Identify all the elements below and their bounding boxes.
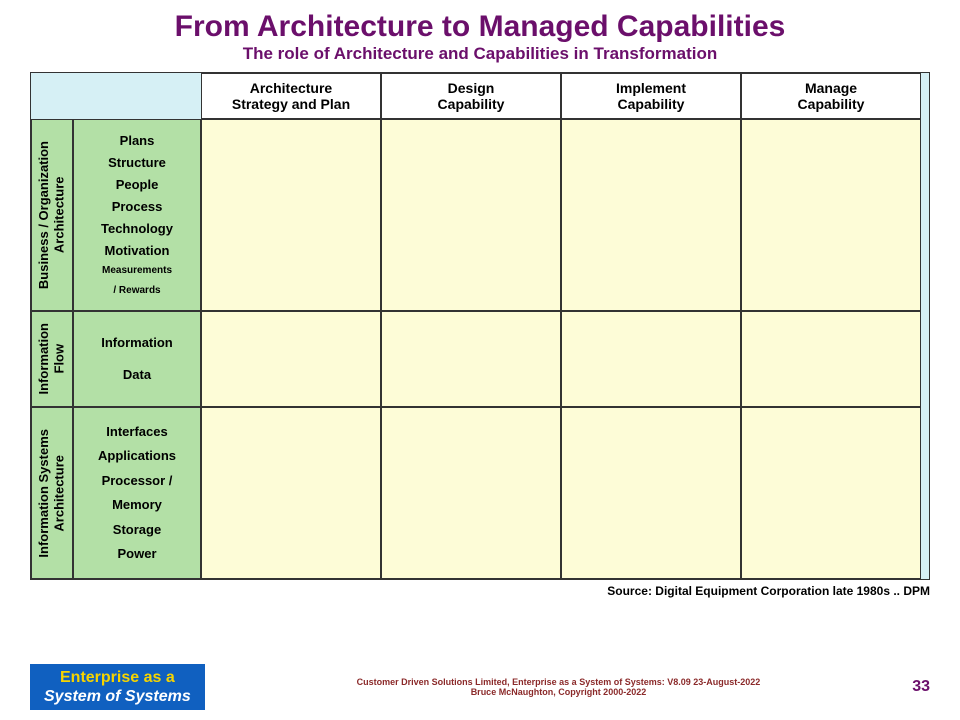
matrix-cell-1-1 [381,311,561,407]
credits-line1: Customer Driven Solutions Limited, Enter… [205,677,912,687]
row-item: Applications [98,449,176,463]
matrix-cell-0-3 [741,119,921,311]
row-item: Process [112,200,163,214]
row-item: Storage [113,523,161,537]
matrix-corner2 [73,73,201,119]
matrix-cell-0-2 [561,119,741,311]
row-item: People [116,178,159,192]
matrix-cell-2-1 [381,407,561,579]
matrix-cell-0-1 [381,119,561,311]
row-item: Memory [112,498,162,512]
matrix-cell-0-0 [201,119,381,311]
row-item: Plans [120,134,155,148]
row-subitem: Measurements [102,265,172,276]
matrix-cell-1-2 [561,311,741,407]
row-item: Structure [108,156,166,170]
row-subitem: / Rewards [113,285,160,296]
page-number: 33 [912,678,930,696]
footer: Enterprise as a System of Systems Custom… [30,664,930,710]
row-item: Data [123,368,151,382]
slide-subtitle: The role of Architecture and Capabilitie… [30,44,930,64]
column-header-2: ImplementCapability [561,73,741,119]
matrix-container: ArchitectureStrategy and PlanDesignCapab… [30,72,930,580]
matrix-cell-2-2 [561,407,741,579]
credits: Customer Driven Solutions Limited, Enter… [205,677,912,697]
slide-title: From Architecture to Managed Capabilitie… [30,10,930,44]
row-item: Technology [101,222,173,236]
matrix-cell-1-3 [741,311,921,407]
row-label-1: Information Flow [31,311,73,407]
matrix-cell-1-0 [201,311,381,407]
row-items-1: Information Data [73,311,201,407]
source-citation: Source: Digital Equipment Corporation la… [30,584,930,598]
row-item: Interfaces [106,425,167,439]
matrix-cell-2-0 [201,407,381,579]
row-label-2: Information Systems Architecture [31,407,73,579]
matrix-corner [31,73,73,119]
row-label-0: Business / Organization Architecture [31,119,73,311]
row-item: Power [117,547,156,561]
credits-line2: Bruce McNaughton, Copyright 2000-2022 [205,687,912,697]
column-header-0: ArchitectureStrategy and Plan [201,73,381,119]
logo-badge: Enterprise as a System of Systems [30,664,205,710]
row-item: Processor / [102,474,173,488]
row-items-0: Plans Structure People Process Technology Mot… [73,119,201,311]
matrix-grid: ArchitectureStrategy and PlanDesignCapab… [31,73,929,579]
row-item: Information [101,336,173,350]
row-items-2: Interfaces Applications Processor / Memory S… [73,407,201,579]
logo-bottom-text: System of Systems [44,687,191,706]
column-header-3: ManageCapability [741,73,921,119]
logo-top-text: Enterprise as a [44,668,191,687]
column-header-1: DesignCapability [381,73,561,119]
row-item: Motivation [105,244,170,258]
matrix-cell-2-3 [741,407,921,579]
